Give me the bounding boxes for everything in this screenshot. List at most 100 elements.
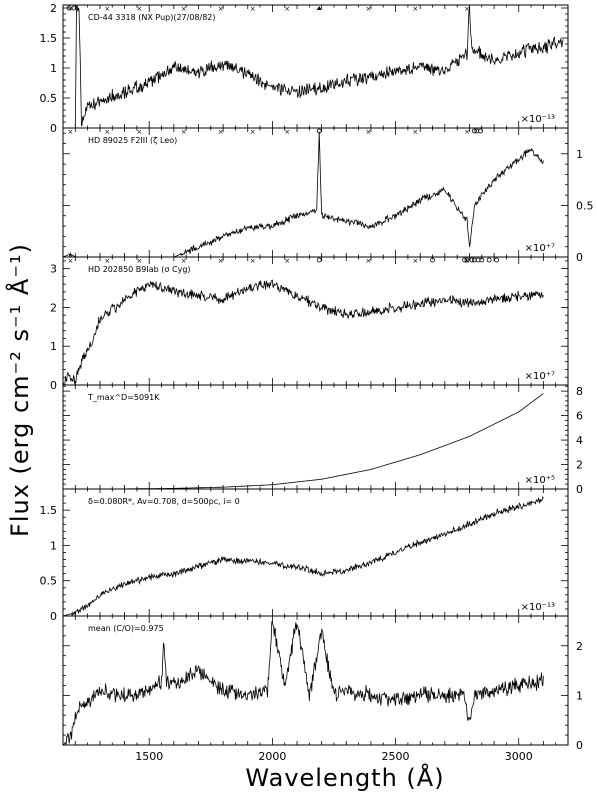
marker-x: × [67, 128, 73, 136]
marker-x: × [218, 128, 224, 136]
marker-x: × [67, 5, 73, 13]
x-axis-title: Wavelength (Å) [245, 763, 444, 792]
marker-x: × [366, 257, 372, 265]
y-axis-title: Flux (erg cm⁻² s⁻¹ Å⁻¹) [5, 243, 34, 537]
panel-1: 00.511.52 × × × × × × × × × ×CD-44 3318 (NX Pup)(2… [40, 2, 569, 135]
marker-x: × [284, 5, 290, 13]
spectrum-line [63, 393, 544, 490]
y-tick-label: 2 [50, 301, 57, 314]
scale-factor: ×10⁻¹³ [521, 114, 555, 125]
marker-x: × [250, 5, 256, 13]
marker-x: × [464, 128, 470, 136]
marker-x: × [104, 128, 110, 136]
marker-triangle [316, 6, 322, 10]
scale-factor: ×10⁺⁵ [525, 475, 555, 486]
panel-5: 0 0.5 1 1.5 δ=0.080R*, Av=0.708, d=500pc, i=… [40, 488, 569, 623]
marker-circle [486, 257, 492, 263]
marker-x: × [181, 257, 187, 265]
marker-x: × [284, 257, 290, 265]
y-tick-label: 1 [576, 148, 583, 161]
marker-x: × [250, 257, 256, 265]
x-tick-label: 2500 [382, 750, 410, 763]
panel-label: HD 89025 F2III (ζ Leo) [88, 136, 177, 145]
y-tick-label: 0 [50, 610, 57, 623]
x-tick-label: 2000 [258, 750, 286, 763]
marker-x: × [412, 128, 418, 136]
marker-x: × [136, 128, 142, 136]
panel-2: 00.51× × × × × × × × × ×HD 89025 F2III (ζ Leo)×10… [62, 127, 594, 264]
marker-circle [316, 257, 322, 263]
marker-circle [469, 257, 475, 263]
panel-label: mean (C/O)=0.975 [88, 624, 164, 633]
y-tick-label: 1 [50, 62, 57, 75]
scale-factor: ×10⁻¹³ [521, 602, 555, 613]
panel-frame [62, 256, 569, 386]
spectrum-line [62, 131, 544, 258]
panel-label: δ=0.080R*, Av=0.708, d=500pc, i= 0 [88, 497, 240, 506]
marker-x: × [464, 257, 470, 265]
marker-x: × [181, 5, 187, 13]
marker-x: × [104, 257, 110, 265]
marker-x: × [218, 5, 224, 13]
marker-x: × [250, 128, 256, 136]
y-tick-label: 0 [576, 739, 583, 752]
marker-circle [71, 5, 77, 11]
marker-x: × [412, 5, 418, 13]
panel-label: CD-44 3318 (NX Pup)(27/08/82) [88, 13, 216, 22]
marker-circle [471, 128, 477, 134]
panel-label: T_max^D=5091K [87, 393, 160, 402]
marker-circle [494, 257, 499, 263]
y-tick-label: 2 [50, 2, 57, 15]
y-tick-label: 0 [576, 483, 583, 496]
marker-circle [479, 257, 485, 263]
marker-x: × [104, 5, 110, 13]
y-tick-label: 2 [576, 459, 583, 472]
marker-x: × [464, 5, 470, 13]
y-tick-label: 1 [50, 539, 57, 552]
y-tick-label: 2 [576, 640, 583, 653]
panel-label: HD 202850 B9Iab (σ Cyg) [88, 265, 191, 274]
marker-circle [462, 257, 467, 263]
panel-frame [62, 127, 569, 258]
panel-frame [62, 4, 569, 129]
marker-x: × [136, 257, 142, 265]
y-tick-label: 1.5 [40, 504, 58, 517]
scale-factor: ×10⁺⁷ [525, 243, 555, 254]
marker-x: × [218, 257, 224, 265]
x-tick-label: 3000 [505, 750, 533, 763]
y-tick-label: 0.5 [40, 575, 58, 588]
y-tick-label: 1.5 [40, 32, 58, 45]
marker-x: × [67, 257, 73, 265]
spectrum-line [62, 621, 544, 746]
x-tick-label: 1500 [135, 750, 163, 763]
marker-x: × [181, 128, 187, 136]
spectrum-line [62, 279, 544, 386]
marker-circle [430, 257, 435, 263]
marker-circle [478, 128, 483, 134]
y-tick-label: 0.5 [40, 92, 58, 105]
y-tick-label: 1 [576, 689, 583, 702]
marker-x: × [284, 128, 290, 136]
panel-frame [62, 615, 569, 746]
marker-x: × [366, 5, 372, 13]
marker-circle [66, 5, 72, 11]
y-tick-label: 0 [50, 379, 57, 392]
panel-4: 0 2 4 6 8 T_max^D=5091K ×10⁺⁵ [62, 384, 583, 496]
y-tick-label: 4 [576, 434, 583, 447]
panel-frame [62, 488, 569, 617]
marker-x: × [366, 128, 372, 136]
spectral-panels: 00.511.52 × × × × × × × × × ×CD-44 3318 (NX Pup)(2… [40, 2, 594, 763]
y-tick-label: 1 [50, 340, 57, 353]
y-tick-label: 3 [50, 263, 57, 276]
panel-6: 1500 2000 2500 3000 0 1 2 mean (C/O)=0.975 [62, 615, 583, 763]
marker-x: × [412, 257, 418, 265]
marker-x: × [136, 5, 142, 13]
spectrum-line [62, 495, 544, 617]
marker-circle [464, 257, 470, 263]
scale-factor: ×10⁺⁷ [525, 371, 555, 382]
y-tick-label: 0.5 [576, 199, 594, 212]
y-tick-label: 8 [576, 385, 583, 398]
marker-circle [316, 128, 322, 134]
